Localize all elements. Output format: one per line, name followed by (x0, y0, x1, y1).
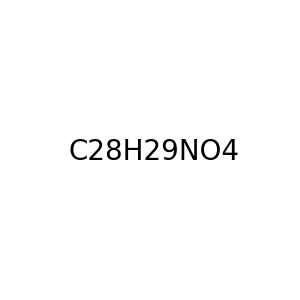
Text: C28H29NO4: C28H29NO4 (68, 137, 239, 166)
